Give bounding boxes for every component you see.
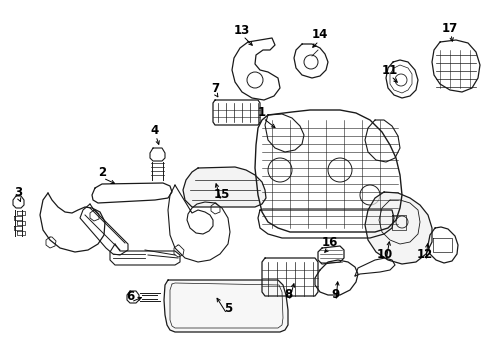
Text: 2: 2 [98,166,106,179]
Text: 11: 11 [381,63,397,77]
Text: 14: 14 [311,28,327,41]
Text: 16: 16 [321,235,338,248]
Text: 7: 7 [210,81,219,94]
Text: 5: 5 [224,302,232,315]
Text: 13: 13 [233,23,250,36]
Polygon shape [163,280,287,332]
Text: 6: 6 [125,289,134,302]
Text: 3: 3 [14,185,22,198]
Text: 1: 1 [257,105,265,118]
Text: 8: 8 [284,288,291,302]
Text: 17: 17 [441,22,457,35]
Polygon shape [183,167,265,207]
Text: 10: 10 [376,248,392,261]
Text: 12: 12 [416,248,432,261]
Polygon shape [364,192,431,264]
Text: 15: 15 [213,189,230,202]
Text: 4: 4 [151,123,159,136]
Text: 9: 9 [330,288,339,302]
